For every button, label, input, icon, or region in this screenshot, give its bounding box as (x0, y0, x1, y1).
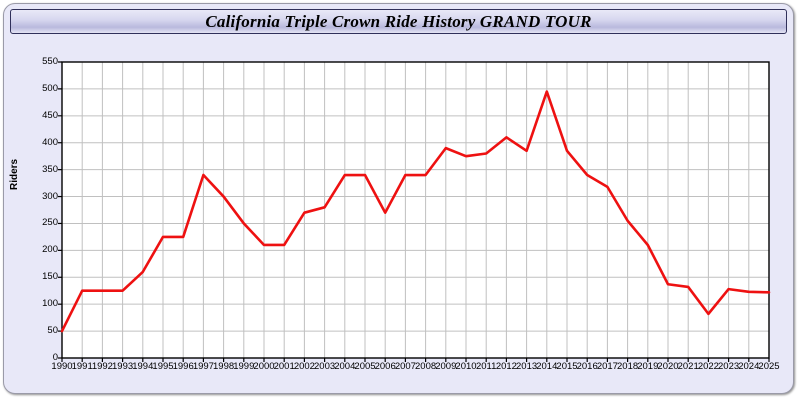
x-tick-label: 1993 (112, 361, 134, 372)
x-tick-label: 1991 (71, 361, 93, 372)
x-tick-label: 2021 (677, 361, 699, 372)
x-tick-label: 2019 (637, 361, 659, 372)
x-tick-label: 2025 (758, 361, 780, 372)
x-tick-label: 2000 (253, 361, 275, 372)
x-tick-label: 1998 (213, 361, 235, 372)
x-tick-label: 1999 (233, 361, 255, 372)
x-tick-label: 2023 (718, 361, 740, 372)
x-tick-label: 1992 (91, 361, 113, 372)
plot-background (62, 62, 769, 358)
x-tick-label: 2002 (293, 361, 315, 372)
x-tick-label: 2005 (354, 361, 376, 372)
x-tick-label: 2011 (475, 361, 497, 372)
y-tick-label: 0 (52, 352, 58, 363)
y-tick-label: 150 (42, 271, 58, 283)
horizontal-gridlines (62, 61, 769, 359)
y-tick-label: 50 (47, 325, 58, 337)
x-tick-label: 2013 (516, 361, 538, 372)
x-tick-label: 2024 (738, 361, 760, 372)
x-axis-tick-labels: 1990 1991 1992 1993 1994 1995 1996 1997 1998 1999… (4, 361, 793, 381)
y-axis-ticks (58, 61, 62, 359)
x-tick-label: 1997 (192, 361, 214, 372)
y-axis-tick-labels: 0 50 100 150 200 250 300 350 400 450 500 550 (4, 4, 58, 393)
x-tick-label: 2012 (495, 361, 517, 372)
x-tick-label: 2006 (374, 361, 396, 372)
x-tick-label: 2003 (314, 361, 336, 372)
vertical-gridlines (61, 62, 770, 358)
x-tick-label: 2009 (435, 361, 457, 372)
x-tick-label: 2004 (334, 361, 356, 372)
x-tick-label: 2010 (455, 361, 477, 372)
x-tick-label: 1996 (172, 361, 194, 372)
line-chart-plot (58, 61, 771, 362)
x-tick-label: 2001 (273, 361, 295, 372)
x-tick-label: 2018 (617, 361, 639, 372)
x-tick-label: 2016 (576, 361, 598, 372)
x-tick-label: 2017 (596, 361, 618, 372)
y-tick-label: 550 (42, 56, 58, 67)
x-tick-label: 2015 (556, 361, 578, 372)
x-tick-label: 1990 (51, 361, 73, 372)
chart-window: California Triple Crown Ride History GRA… (3, 3, 794, 394)
y-tick-label: 350 (42, 163, 58, 175)
page-title: California Triple Crown Ride History GRA… (205, 11, 592, 31)
riders-data-line (60, 90, 771, 333)
plot-border (61, 61, 770, 359)
title-bar: California Triple Crown Ride History GRA… (10, 9, 787, 34)
x-tick-label: 2020 (657, 361, 679, 372)
x-tick-label: 2014 (536, 361, 558, 372)
y-tick-label: 500 (42, 82, 58, 94)
x-tick-label: 1994 (132, 361, 154, 372)
x-tick-label: 2022 (697, 361, 719, 372)
y-tick-label: 300 (42, 190, 58, 202)
y-tick-label: 400 (42, 136, 58, 148)
y-tick-label: 250 (42, 217, 58, 229)
y-tick-label: 100 (42, 298, 58, 310)
x-tick-label: 2007 (394, 361, 416, 372)
x-tick-label: 1995 (152, 361, 174, 372)
x-tick-label: 2008 (415, 361, 437, 372)
y-tick-label: 450 (42, 109, 58, 121)
y-tick-label: 200 (42, 244, 58, 256)
